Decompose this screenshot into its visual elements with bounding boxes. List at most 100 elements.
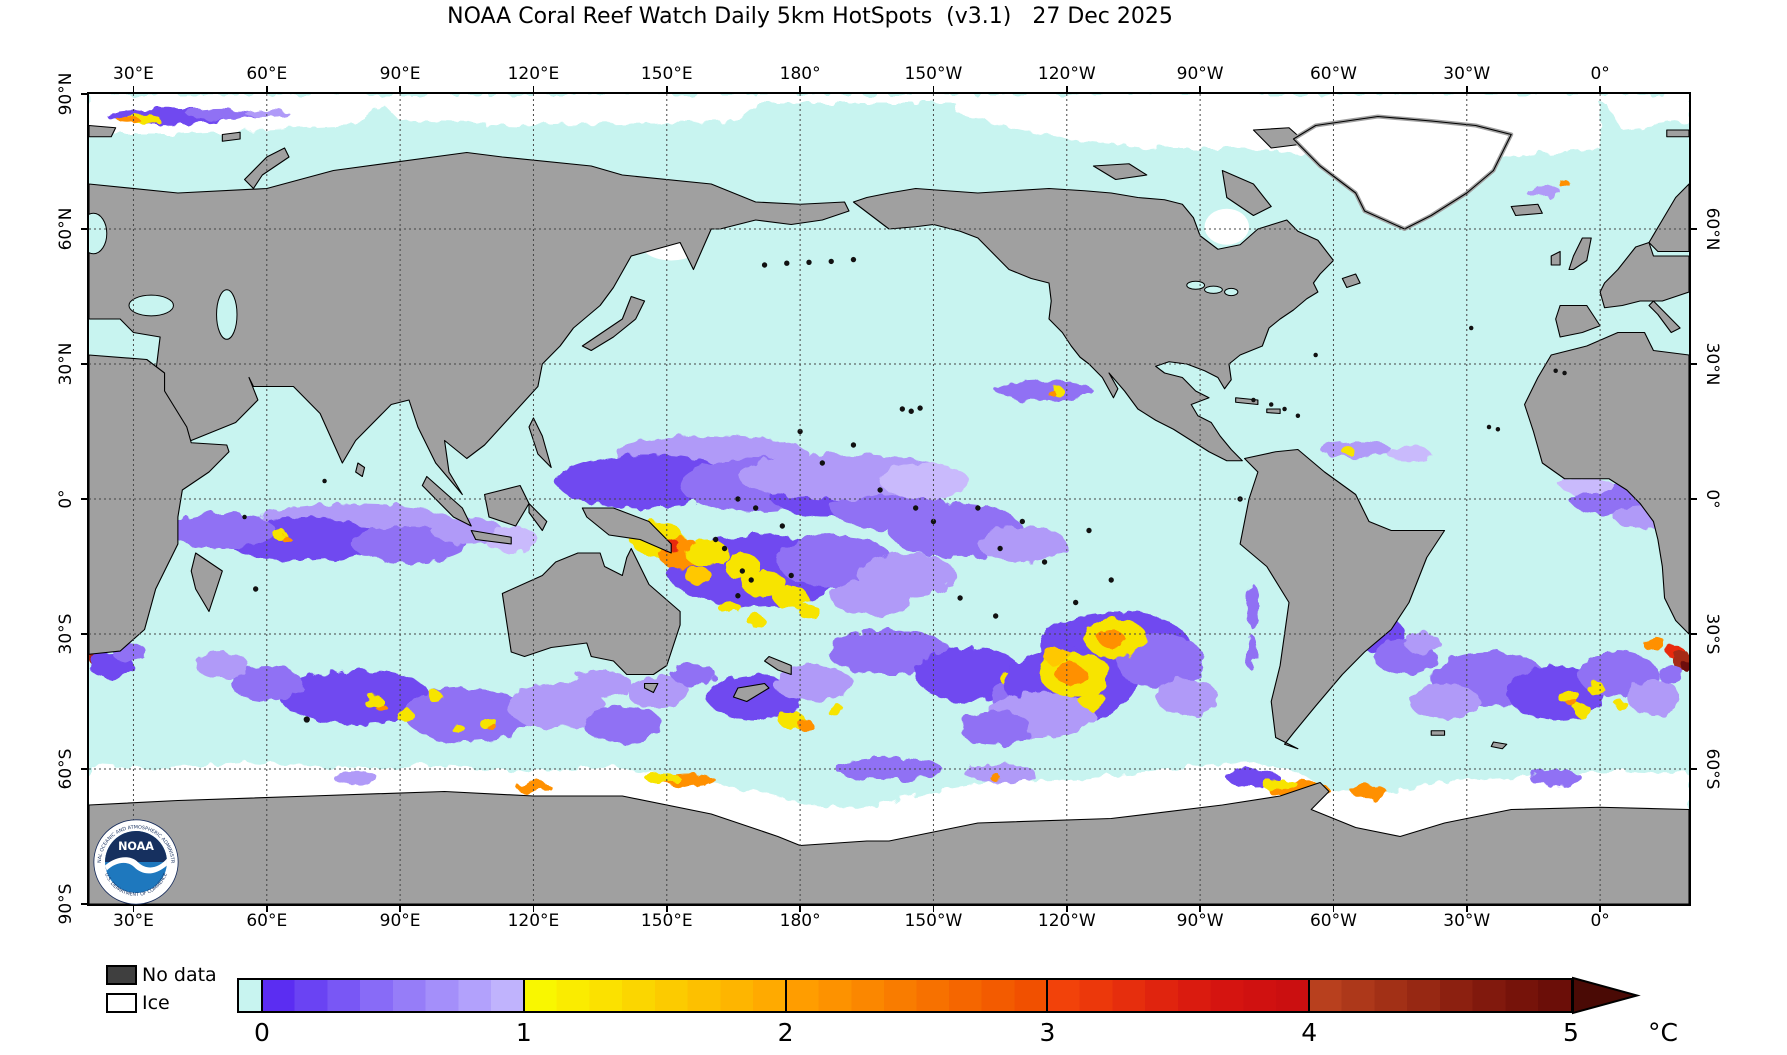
colorbar-below-min bbox=[239, 980, 262, 1011]
lat-label-left: 0° bbox=[56, 489, 76, 509]
colorbar-divider bbox=[784, 980, 787, 1011]
tick-right bbox=[1691, 363, 1697, 365]
iberia bbox=[1556, 306, 1600, 338]
tasmania bbox=[645, 684, 658, 693]
tick-bottom bbox=[1066, 906, 1068, 912]
tick-top bbox=[1466, 86, 1468, 92]
tick-left bbox=[81, 768, 87, 770]
colorbar-divider bbox=[522, 980, 525, 1011]
south-georgia bbox=[1491, 742, 1507, 749]
tick-left bbox=[81, 93, 87, 95]
australia bbox=[502, 549, 680, 675]
tick-top bbox=[266, 86, 268, 92]
noaa-logo-svg: NOAA NATIONAL OCEANIC AND ATMOSPHERIC AD… bbox=[91, 815, 179, 905]
ice-label: Ice bbox=[142, 992, 170, 1014]
tick-right bbox=[1691, 633, 1697, 635]
lon-label-bottom: 60°W bbox=[1309, 911, 1357, 931]
hispaniola bbox=[1267, 409, 1280, 414]
tick-top bbox=[799, 86, 801, 92]
noaa-logo-text: NOAA bbox=[118, 840, 154, 853]
colorbar-unit: °C bbox=[1648, 1018, 1678, 1047]
lon-label-bottom: 150°W bbox=[904, 911, 963, 931]
seagull-icon bbox=[105, 857, 167, 874]
lon-label-top: 60°W bbox=[1309, 64, 1357, 84]
tick-top bbox=[932, 86, 935, 92]
tick-right bbox=[1691, 228, 1697, 230]
ireland bbox=[1551, 252, 1560, 266]
lon-label-top: 90°W bbox=[1176, 64, 1224, 84]
colorbar-tick-0: 0 bbox=[254, 1018, 270, 1047]
baffin-island bbox=[1222, 171, 1271, 216]
eurasia bbox=[89, 153, 849, 495]
south-america bbox=[1240, 450, 1444, 749]
tick-bottom bbox=[799, 906, 801, 912]
tick-left bbox=[81, 228, 87, 230]
nz-south-island bbox=[733, 684, 769, 702]
tick-bottom bbox=[666, 906, 668, 912]
lat-label-right: 0° bbox=[1702, 489, 1722, 509]
tick-bottom bbox=[132, 906, 135, 912]
lon-label-bottom: 30°W bbox=[1443, 911, 1491, 931]
newfoundland bbox=[1342, 274, 1360, 288]
falkland-islands bbox=[1431, 731, 1444, 736]
tick-bottom bbox=[532, 906, 535, 912]
tick-bottom bbox=[1332, 906, 1335, 912]
scandinavia bbox=[1649, 184, 1689, 252]
tick-top bbox=[666, 86, 668, 92]
java bbox=[471, 531, 511, 545]
europe-west bbox=[1600, 243, 1689, 308]
sumatra bbox=[422, 477, 471, 527]
tick-top bbox=[532, 86, 535, 92]
lat-label-right: 30°S bbox=[1702, 613, 1722, 655]
tick-top bbox=[1066, 86, 1068, 92]
world-map bbox=[87, 92, 1691, 906]
nz-north-island bbox=[765, 657, 792, 675]
lat-label-left: 60°S bbox=[56, 748, 76, 790]
tick-right bbox=[1691, 498, 1697, 500]
madagascar bbox=[191, 553, 222, 612]
japan bbox=[582, 297, 644, 351]
lat-label-left: 90°S bbox=[56, 883, 76, 925]
inland-seas bbox=[89, 213, 1238, 339]
tick-left bbox=[81, 363, 87, 365]
colorbar-segment-0-1 bbox=[262, 980, 524, 1011]
africa-east bbox=[89, 355, 229, 654]
new-guinea bbox=[582, 508, 671, 553]
island-specks bbox=[242, 256, 1567, 723]
lat-label-right: 60°N bbox=[1702, 207, 1722, 251]
lat-label-left: 30°S bbox=[56, 613, 76, 655]
africa-west bbox=[1525, 333, 1689, 635]
iceland bbox=[1511, 204, 1542, 215]
lat-label-left: 90°N bbox=[56, 72, 76, 116]
no-data-swatch bbox=[106, 965, 137, 985]
colorbar-segment-3-4 bbox=[1047, 980, 1310, 1011]
great-britain bbox=[1569, 238, 1591, 270]
lat-label-left: 30°N bbox=[56, 342, 76, 386]
north-america bbox=[853, 189, 1333, 461]
lat-label-right: 60°S bbox=[1702, 748, 1722, 790]
tick-top bbox=[1332, 86, 1335, 92]
colorbar-arrow bbox=[1572, 976, 1641, 1015]
greenland bbox=[1293, 117, 1511, 230]
hotspot-colorbar bbox=[237, 978, 1573, 1013]
colorbar-divider bbox=[1308, 980, 1311, 1011]
lat-label-left: 60°N bbox=[56, 207, 76, 251]
tick-left bbox=[81, 903, 87, 905]
lon-label-bottom: 60°E bbox=[246, 911, 288, 931]
no-data-label: No data bbox=[142, 964, 217, 986]
tick-left bbox=[81, 633, 87, 635]
lon-label-top: 30°W bbox=[1443, 64, 1491, 84]
graticule bbox=[89, 94, 1689, 904]
tick-top bbox=[1599, 86, 1601, 92]
tick-bottom bbox=[1466, 906, 1468, 912]
svalbard bbox=[89, 126, 116, 137]
map-svg bbox=[89, 94, 1689, 904]
tick-right bbox=[1691, 768, 1697, 770]
colorbar-tick-4: 4 bbox=[1301, 1018, 1318, 1047]
tick-bottom bbox=[266, 906, 268, 912]
philippines bbox=[529, 418, 551, 468]
lon-label-top: 120°W bbox=[1037, 64, 1096, 84]
colorbar-tick-1: 1 bbox=[515, 1018, 532, 1047]
colorbar-segment-4-5 bbox=[1309, 980, 1571, 1011]
lon-label-bottom: 90°W bbox=[1176, 911, 1224, 931]
